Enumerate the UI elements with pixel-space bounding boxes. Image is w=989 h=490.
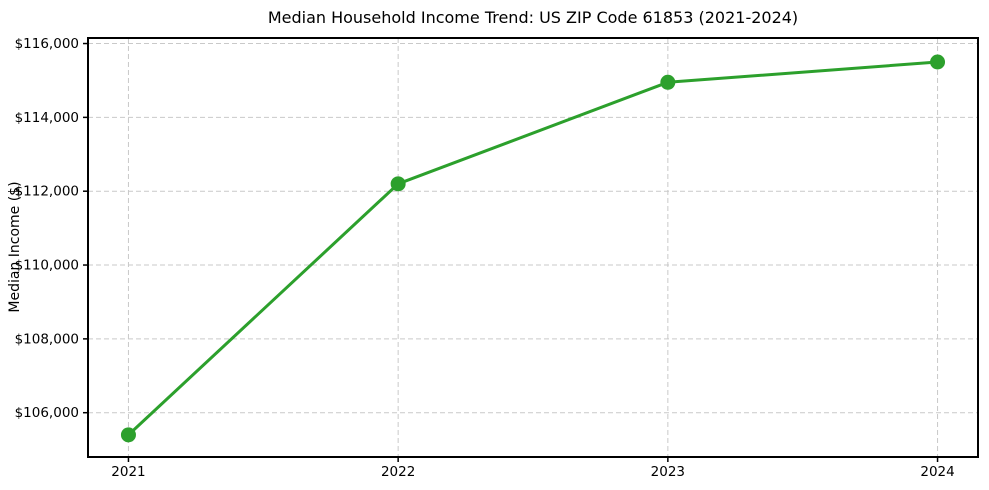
series-line bbox=[126, 60, 940, 437]
x-tick-label: 2023 bbox=[651, 464, 685, 480]
y-tick-label: $106,000 bbox=[15, 405, 79, 421]
y-tick-label: $114,000 bbox=[15, 110, 79, 126]
data-point-marker bbox=[120, 427, 136, 443]
data-point-marker bbox=[660, 74, 676, 90]
chart-title: Median Household Income Trend: US ZIP Co… bbox=[267, 8, 799, 27]
x-tick-label: 2024 bbox=[920, 464, 954, 480]
y-axis-label: Median Income ($) bbox=[7, 181, 23, 313]
data-point-marker bbox=[930, 54, 946, 70]
data-point-marker bbox=[390, 176, 406, 192]
y-tick-label: $116,000 bbox=[15, 36, 79, 52]
axes-frame bbox=[87, 37, 979, 458]
plot-area bbox=[88, 38, 978, 457]
y-tick-label: $112,000 bbox=[15, 184, 79, 200]
x-tick-label: 2022 bbox=[381, 464, 415, 480]
y-tick-label: $110,000 bbox=[15, 258, 79, 274]
y-tick-label: $108,000 bbox=[15, 331, 79, 347]
x-tick-label: 2021 bbox=[111, 464, 145, 480]
